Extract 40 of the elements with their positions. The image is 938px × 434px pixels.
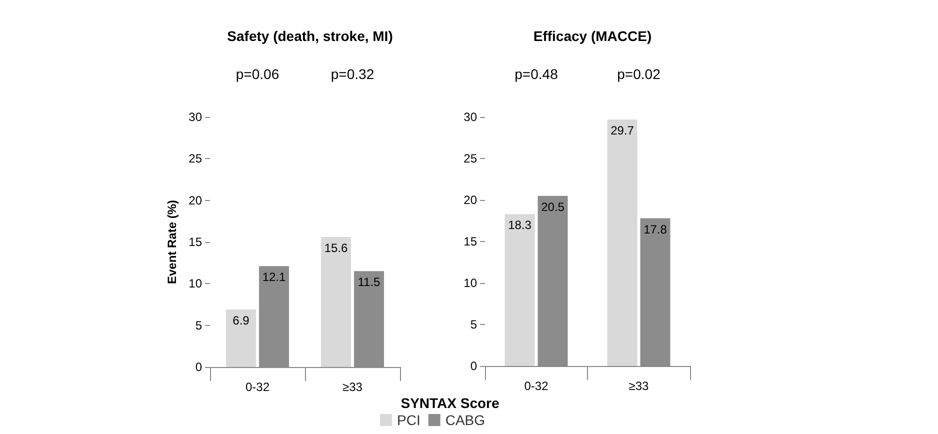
x-axis-title: SYNTAX Score — [400, 395, 500, 411]
y-tick-label: 20 — [464, 193, 478, 207]
y-tick-label: 10 — [188, 276, 202, 291]
y-tick-label: 30 — [188, 110, 202, 124]
y-tick-label: 0 — [195, 360, 202, 374]
legend-label: CABG — [445, 412, 486, 428]
y-tick-label: 20 — [188, 193, 202, 208]
bar — [321, 237, 351, 367]
y-tick-label: 0 — [470, 359, 478, 373]
y-tick-label: 15 — [464, 234, 478, 248]
text: p=0.32 — [330, 66, 374, 82]
text: p=0.06 — [236, 66, 280, 82]
text: p=0.48 — [514, 66, 558, 82]
chart-title: Safety (death, stroke, MI) — [227, 28, 393, 44]
y-tick-label: 25 — [464, 152, 478, 166]
y-tick-label: 5 — [195, 318, 202, 332]
x-tick-label: 0-32 — [245, 380, 270, 394]
data-label: 15.6 — [324, 241, 348, 255]
data-label: 20.5 — [541, 200, 565, 214]
data-label: 6.9 — [232, 314, 250, 328]
y-tick-label: 15 — [188, 235, 202, 249]
legend-label: PCI — [397, 412, 420, 428]
chart-title: Efficacy (MACCE) — [533, 28, 652, 44]
data-label: 11.5 — [358, 275, 381, 290]
y-tick-label: 30 — [464, 110, 478, 124]
data-label: 29.7 — [610, 123, 634, 138]
x-tick-label: 0-32 — [524, 379, 549, 393]
y-tick-label: 5 — [470, 318, 478, 332]
x-tick-label: ≥33 — [342, 380, 363, 394]
data-label: 18.3 — [508, 218, 532, 232]
y-tick-label: 25 — [188, 152, 202, 166]
data-label: 17.8 — [644, 222, 668, 236]
y-tick-label: 10 — [464, 276, 478, 290]
data-label: 12.1 — [262, 270, 286, 284]
x-tick-label: ≥33 — [628, 379, 650, 393]
bar — [607, 119, 638, 366]
bar — [226, 310, 256, 367]
bar — [504, 214, 535, 366]
y-axis-title: Event Rate (%) — [165, 200, 179, 284]
text: p=0.02 — [617, 66, 661, 82]
